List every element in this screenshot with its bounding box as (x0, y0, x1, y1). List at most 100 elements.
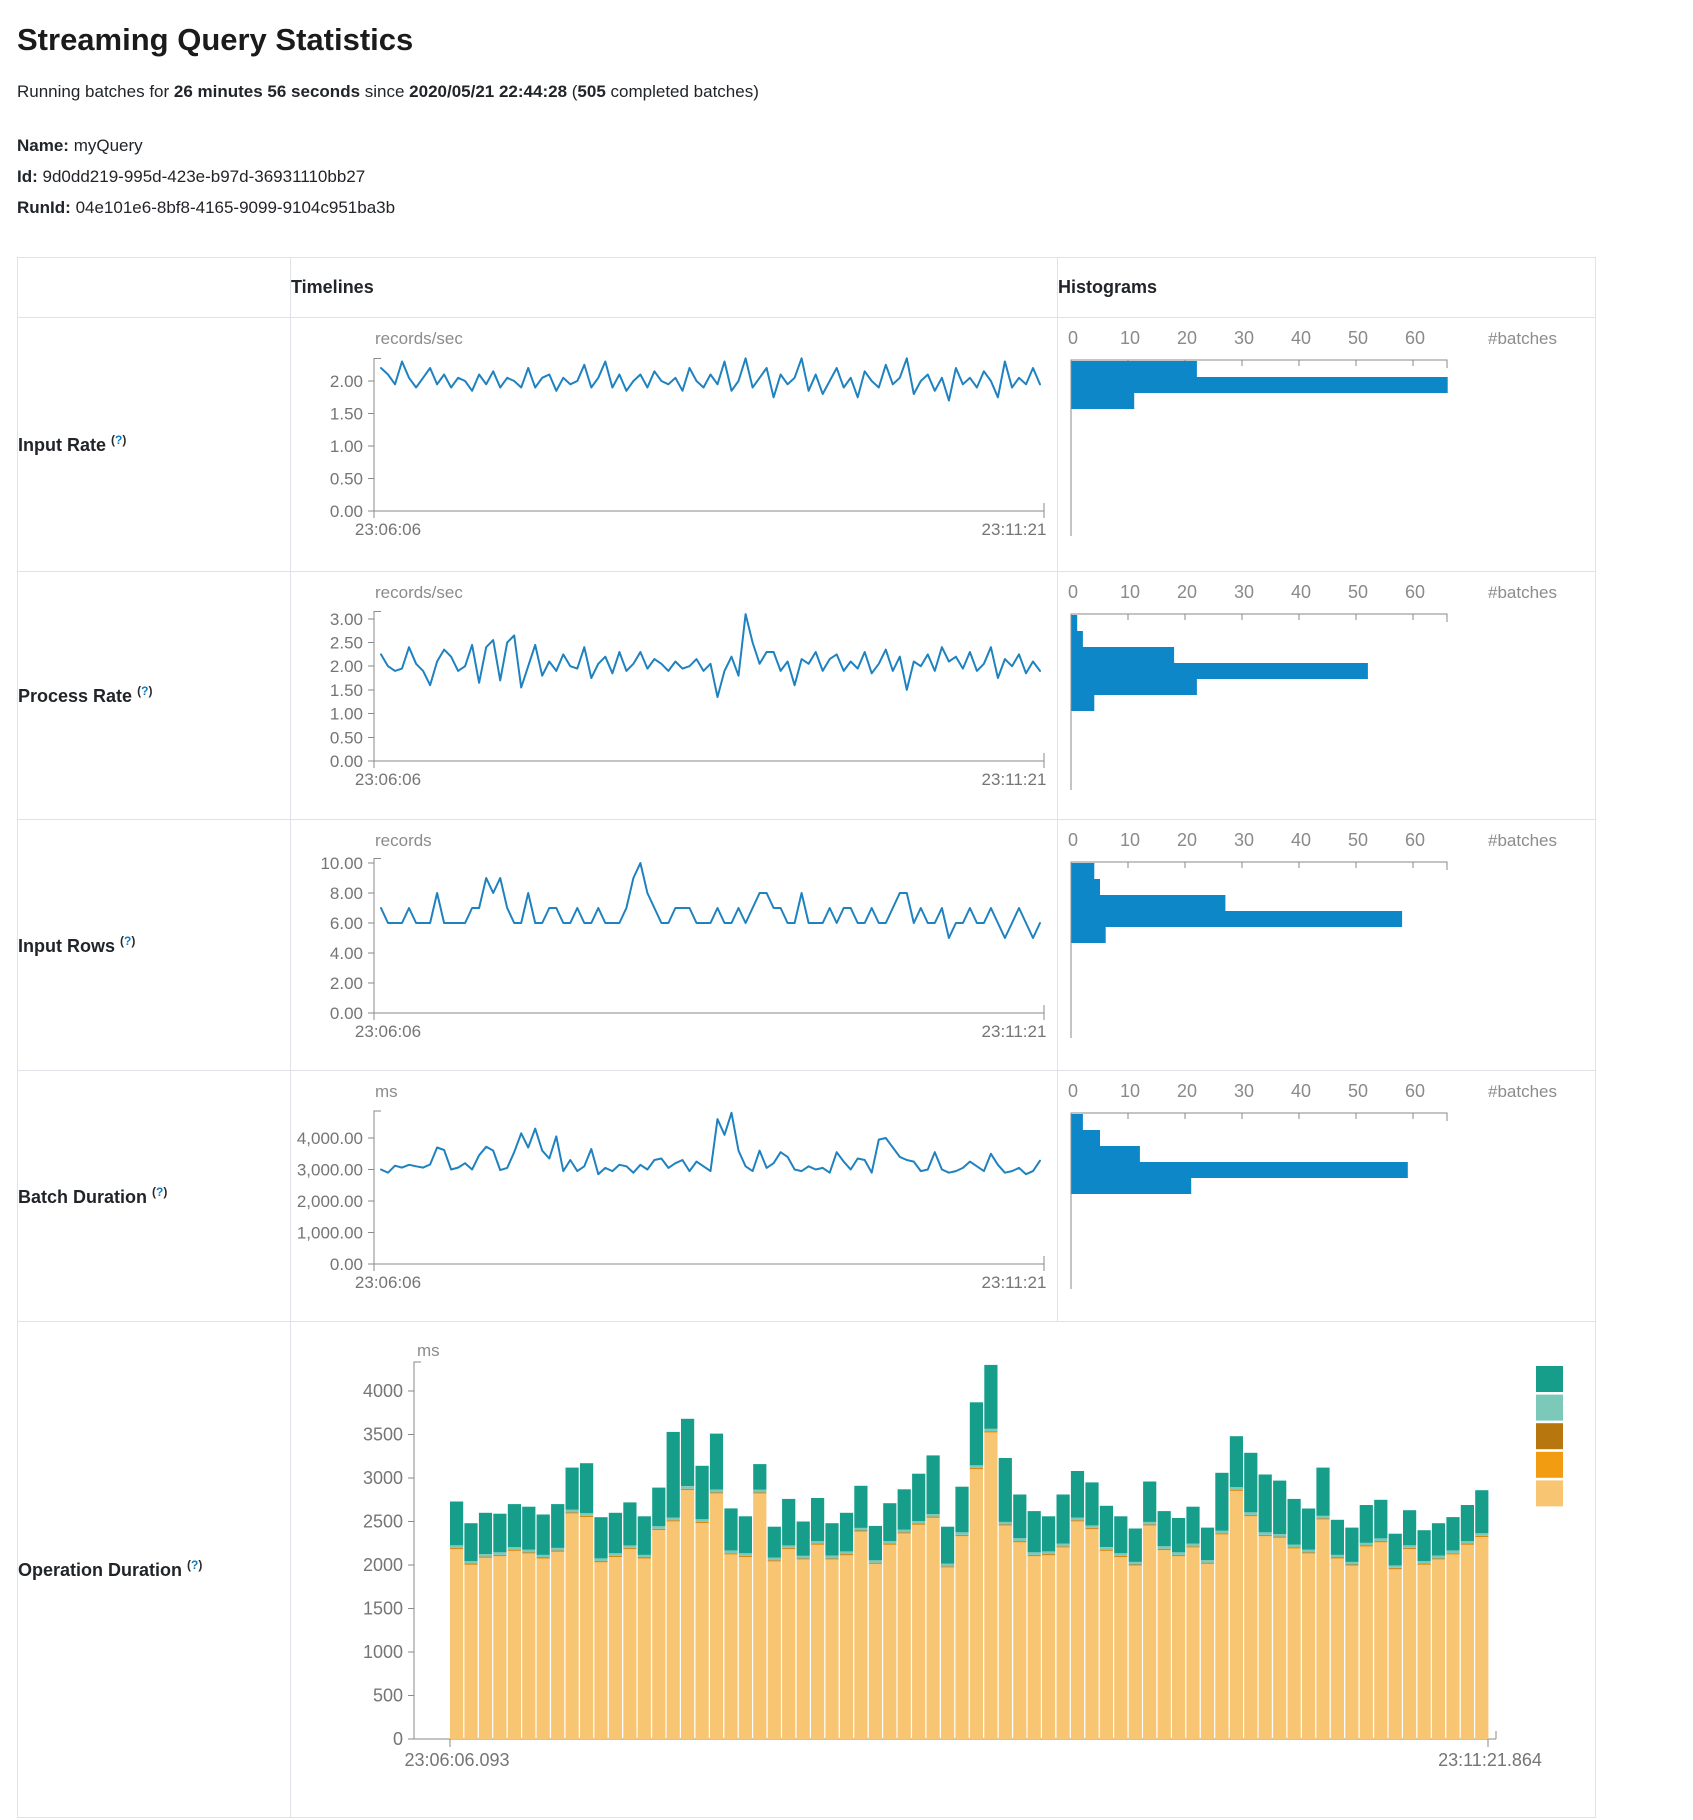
light-teal-segment-bar (709, 1489, 724, 1493)
input-rows-histogram-chart: 0 10 20 30 40 50 60 #batches (1068, 830, 1557, 1038)
svg-text:8.00: 8.00 (330, 884, 363, 903)
brown-segment-bar (796, 1558, 810, 1560)
tan-segment-bar (1027, 1556, 1041, 1739)
tan-segment-bar (709, 1493, 724, 1739)
tan-segment-bar (1460, 1545, 1474, 1739)
process-rate-hist-bar (1071, 679, 1197, 695)
light-teal-segment-bar (1099, 1547, 1113, 1550)
light-teal-segment-bar (969, 1465, 983, 1468)
teal-segment-bar (1417, 1530, 1431, 1561)
teal-segment-bar (1403, 1510, 1417, 1546)
teal-segment-bar (493, 1513, 507, 1553)
input-rate-help-icon[interactable]: (?) (111, 433, 127, 447)
svg-text:40: 40 (1291, 830, 1311, 850)
light-teal-segment-bar (1302, 1549, 1316, 1553)
teal-segment-bar (883, 1503, 897, 1541)
input-rows-help-icon[interactable]: (?) (120, 933, 136, 948)
light-teal-segment-bar (536, 1554, 550, 1558)
teal-segment-bar (1330, 1519, 1344, 1555)
teal-segment-bar (1374, 1499, 1388, 1539)
tan-segment-bar (681, 1490, 695, 1739)
tan-segment-bar (912, 1525, 926, 1739)
light-teal-segment-bar (1215, 1530, 1229, 1534)
brown-segment-bar (955, 1534, 969, 1536)
light-teal-segment-bar (522, 1549, 536, 1553)
brown-segment-bar (1388, 1568, 1402, 1569)
orange-segment-bar (594, 1561, 608, 1563)
teal-segment-bar (796, 1521, 810, 1556)
teal-segment-bar (1244, 1452, 1258, 1513)
light-teal-segment-bar (695, 1519, 709, 1522)
orange-segment-bar (926, 1517, 940, 1518)
orange-segment-bar (1027, 1555, 1041, 1557)
header-timelines: Timelines (290, 257, 1058, 318)
input-rate-timeline-cell: records/sec 2.00 1.50 1.00 0.50 0.00 23:06:06 2… (290, 317, 1058, 572)
orange-segment-bar (782, 1548, 796, 1550)
orange-segment-bar (912, 1524, 926, 1525)
teal-segment-bar (868, 1525, 882, 1561)
brown-segment-bar (1273, 1536, 1287, 1538)
batch-duration-hist-bar (1071, 1146, 1140, 1162)
legend-swatch-2 (1536, 1423, 1563, 1450)
orange-segment-bar (1258, 1535, 1272, 1537)
batch-duration-batches-axis-label: #batches (1488, 1082, 1557, 1101)
light-teal-segment-bar (623, 1545, 637, 1548)
light-teal-segment-bar (825, 1555, 839, 1559)
tan-segment-bar (1316, 1519, 1330, 1739)
batch-duration-help-icon[interactable]: (?) (152, 1184, 168, 1199)
input-rate-histogram-cell: 0 10 20 30 40 50 60 #batches (1057, 317, 1596, 572)
orange-segment-bar (868, 1563, 882, 1565)
brown-segment-bar (1099, 1549, 1113, 1551)
id-label: Id: (17, 167, 38, 186)
tan-segment-bar (1403, 1549, 1417, 1739)
process-rate-batches-axis-label: #batches (1488, 583, 1557, 602)
teal-segment-bar (941, 1526, 955, 1564)
process-rate-x-end-label: 23:11:21 (982, 770, 1047, 789)
light-teal-segment-bar (565, 1509, 579, 1513)
light-teal-segment-bar (1417, 1561, 1431, 1564)
svg-text:2000: 2000 (363, 1555, 403, 1575)
operation-duration-stacked-chart: ms 4000 3500 3000 2500 2000 1500 1000 500 023:06:… (363, 1341, 1563, 1770)
teal-segment-bar (1172, 1518, 1186, 1553)
svg-text:4000: 4000 (363, 1381, 403, 1401)
teal-segment-bar (1200, 1527, 1215, 1561)
tan-segment-bar (1446, 1554, 1460, 1739)
orange-segment-bar (652, 1529, 666, 1531)
tan-segment-bar (1302, 1553, 1316, 1739)
light-teal-segment-bar (796, 1555, 810, 1559)
tan-segment-bar (969, 1469, 983, 1739)
brown-segment-bar (941, 1566, 955, 1567)
input-rate-x-end-label: 23:11:21 (982, 520, 1047, 539)
operation-duration-help-icon[interactable]: (?) (187, 1558, 203, 1572)
tan-segment-bar (868, 1564, 882, 1739)
start-time: 2020/05/21 22:44:28 (409, 82, 568, 101)
runid-value: 04e101e6-8bf8-4165-9099-9104c951ba3b (75, 198, 396, 217)
brown-segment-bar (1085, 1527, 1099, 1529)
light-teal-segment-bar (1013, 1538, 1027, 1541)
batch-duration-hist-bar (1071, 1162, 1408, 1178)
operation-duration-row: Operation Duration (?) ms 4000 3500 3000 250… (17, 1321, 1596, 1818)
light-teal-segment-bar (984, 1428, 998, 1432)
svg-text:30: 30 (1234, 1081, 1254, 1101)
tan-segment-bar (695, 1523, 709, 1739)
running-prefix: Running batches for (17, 82, 174, 101)
orange-segment-bar (1114, 1556, 1128, 1558)
input-rate-hist-bar (1071, 393, 1135, 409)
light-teal-segment-bar (551, 1547, 565, 1551)
orange-segment-bar (1172, 1555, 1186, 1557)
teal-segment-bar (1460, 1505, 1474, 1541)
tan-segment-bar (608, 1557, 622, 1739)
tan-segment-bar (478, 1558, 493, 1739)
svg-text:60: 60 (1405, 830, 1425, 850)
teal-segment-bar (1186, 1506, 1200, 1544)
orange-segment-bar (1085, 1528, 1099, 1530)
process-rate-hist-bar (1071, 663, 1368, 679)
tan-segment-bar (1143, 1525, 1157, 1739)
process-rate-help-icon[interactable]: (?) (137, 684, 153, 698)
teal-segment-bar (1042, 1516, 1056, 1552)
light-teal-segment-bar (1273, 1534, 1287, 1537)
teal-segment-bar (1431, 1523, 1446, 1556)
tan-segment-bar (1431, 1559, 1446, 1739)
